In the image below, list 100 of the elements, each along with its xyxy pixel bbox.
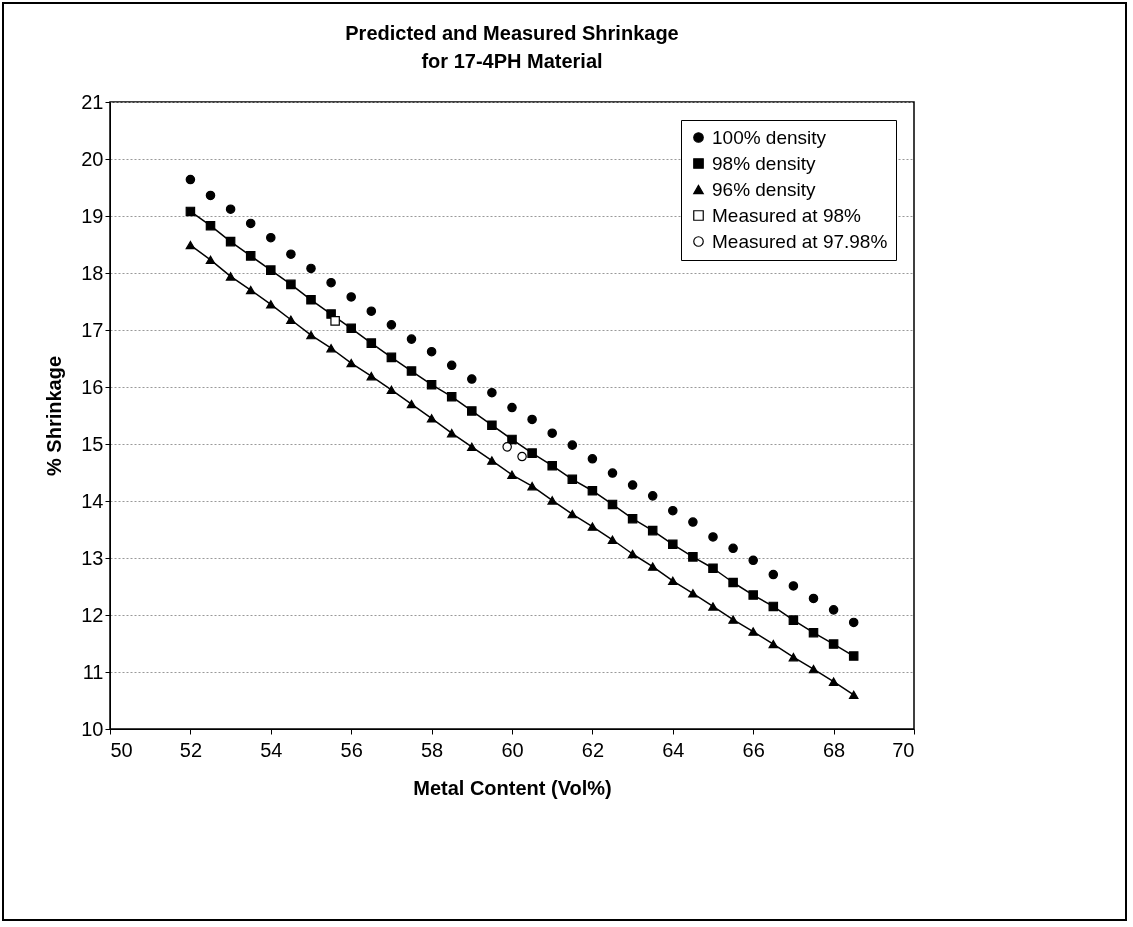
point	[306, 263, 316, 274]
point	[225, 272, 236, 281]
point	[788, 615, 799, 625]
point	[487, 456, 497, 465]
point	[487, 420, 497, 430]
y-tick-label: 12	[81, 603, 104, 626]
point	[848, 651, 859, 661]
point	[567, 509, 578, 519]
point	[245, 251, 256, 261]
point	[346, 292, 356, 302]
y-tick-label: 15	[81, 432, 104, 455]
legend-label: 98% density	[712, 152, 817, 174]
point	[185, 206, 196, 217]
point	[788, 652, 799, 662]
point	[668, 576, 678, 586]
x-axis-title: Metal Content (Vol%)	[413, 776, 612, 799]
point	[467, 442, 477, 452]
point	[848, 617, 859, 628]
point	[266, 265, 276, 275]
x-tick-label: 62	[581, 738, 605, 761]
point	[708, 602, 718, 611]
point	[527, 414, 537, 425]
point	[346, 358, 356, 368]
point	[627, 513, 638, 524]
x-tick-label: 64	[662, 738, 685, 761]
x-tick-label: 54	[260, 738, 283, 761]
y-tick-label: 17	[81, 318, 104, 341]
point	[266, 232, 276, 243]
point	[627, 549, 638, 559]
point	[527, 448, 537, 458]
y-tick-label: 19	[81, 204, 104, 227]
point	[467, 374, 477, 384]
legend-label: 100% density	[712, 126, 827, 148]
point	[406, 334, 417, 344]
point	[446, 360, 457, 371]
x-tick-label: 52	[179, 738, 203, 761]
point	[426, 414, 437, 423]
y-tick-label: 11	[82, 660, 104, 683]
point	[848, 690, 859, 700]
y-tick-label: 20	[81, 147, 104, 170]
point	[567, 474, 578, 485]
point	[426, 379, 437, 390]
point	[507, 434, 517, 445]
point	[828, 677, 839, 686]
point	[768, 639, 779, 649]
point	[205, 220, 216, 231]
point	[768, 569, 779, 580]
point	[386, 320, 397, 330]
point	[828, 639, 839, 649]
point	[828, 605, 839, 615]
point	[708, 563, 718, 574]
point	[446, 391, 457, 402]
point	[607, 499, 618, 510]
point	[527, 481, 537, 491]
point	[386, 352, 397, 363]
x-tick-label: 66	[742, 738, 765, 761]
x-tick-label: 58	[420, 738, 444, 761]
point	[266, 300, 276, 309]
y-tick-label: 16	[81, 375, 104, 398]
point	[406, 366, 417, 376]
point	[286, 315, 296, 324]
point	[688, 517, 698, 527]
point	[587, 454, 598, 464]
point	[547, 460, 557, 471]
point	[668, 505, 678, 516]
point	[185, 240, 196, 250]
legend-label: 96% density	[712, 178, 817, 200]
x-tick-label: 70	[892, 738, 915, 761]
legend-label: Measured at 98%	[712, 204, 862, 226]
point	[567, 440, 578, 450]
point	[647, 525, 658, 536]
point	[808, 664, 819, 674]
point	[326, 277, 336, 288]
point	[205, 190, 216, 201]
point	[647, 491, 658, 501]
x-tick-label: 60	[501, 738, 524, 761]
point	[446, 428, 457, 438]
y-tick-label: 21	[81, 90, 104, 113]
point	[330, 316, 340, 326]
point	[607, 535, 618, 544]
point	[286, 249, 296, 259]
point	[547, 496, 557, 505]
y-tick-label: 14	[81, 489, 104, 512]
point	[346, 323, 356, 334]
x-tick-label: 56	[340, 738, 363, 761]
point	[487, 387, 497, 398]
point	[306, 295, 316, 305]
point	[502, 442, 512, 452]
point	[647, 562, 658, 571]
point	[708, 532, 718, 542]
y-tick-label: 18	[81, 261, 104, 284]
point	[185, 174, 196, 185]
point	[728, 615, 738, 624]
point	[225, 204, 236, 214]
point	[627, 480, 638, 490]
point	[245, 218, 256, 229]
point	[306, 330, 316, 340]
point	[406, 399, 417, 409]
point	[587, 485, 598, 496]
point	[688, 589, 698, 598]
